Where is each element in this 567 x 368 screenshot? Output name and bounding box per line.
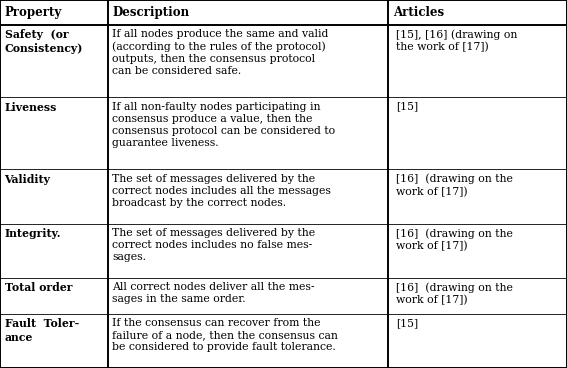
Text: Description: Description xyxy=(112,6,189,19)
Text: [15]: [15] xyxy=(396,318,418,328)
Text: Fault  Toler-
ance: Fault Toler- ance xyxy=(5,318,79,343)
Text: [16]  (drawing on the
work of [17]): [16] (drawing on the work of [17]) xyxy=(396,282,513,305)
Text: If all nodes produce the same and valid
(according to the rules of the protocol): If all nodes produce the same and valid … xyxy=(112,29,329,76)
Text: Total order: Total order xyxy=(5,282,72,293)
Text: The set of messages delivered by the
correct nodes includes all the messages
bro: The set of messages delivered by the cor… xyxy=(112,174,331,208)
Text: [16]  (drawing on the
work of [17]): [16] (drawing on the work of [17]) xyxy=(396,174,513,197)
Text: Articles: Articles xyxy=(393,6,444,19)
Text: [16]  (drawing on the
work of [17]): [16] (drawing on the work of [17]) xyxy=(396,228,513,251)
Text: The set of messages delivered by the
correct nodes includes no false mes-
sages.: The set of messages delivered by the cor… xyxy=(112,228,315,262)
Text: Property: Property xyxy=(5,6,62,19)
Text: If all non-faulty nodes participating in
consensus produce a value, then the
con: If all non-faulty nodes participating in… xyxy=(112,102,336,148)
Text: Validity: Validity xyxy=(5,174,50,185)
Text: If the consensus can recover from the
failure of a node, then the consensus can
: If the consensus can recover from the fa… xyxy=(112,318,338,352)
Text: [15], [16] (drawing on
the work of [17]): [15], [16] (drawing on the work of [17]) xyxy=(396,29,517,52)
Text: [15]: [15] xyxy=(396,102,418,112)
Text: Integrity.: Integrity. xyxy=(5,228,61,239)
Text: Liveness: Liveness xyxy=(5,102,57,113)
Text: All correct nodes deliver all the mes-
sages in the same order.: All correct nodes deliver all the mes- s… xyxy=(112,282,315,304)
Text: Safety  (or
Consistency): Safety (or Consistency) xyxy=(5,29,83,54)
